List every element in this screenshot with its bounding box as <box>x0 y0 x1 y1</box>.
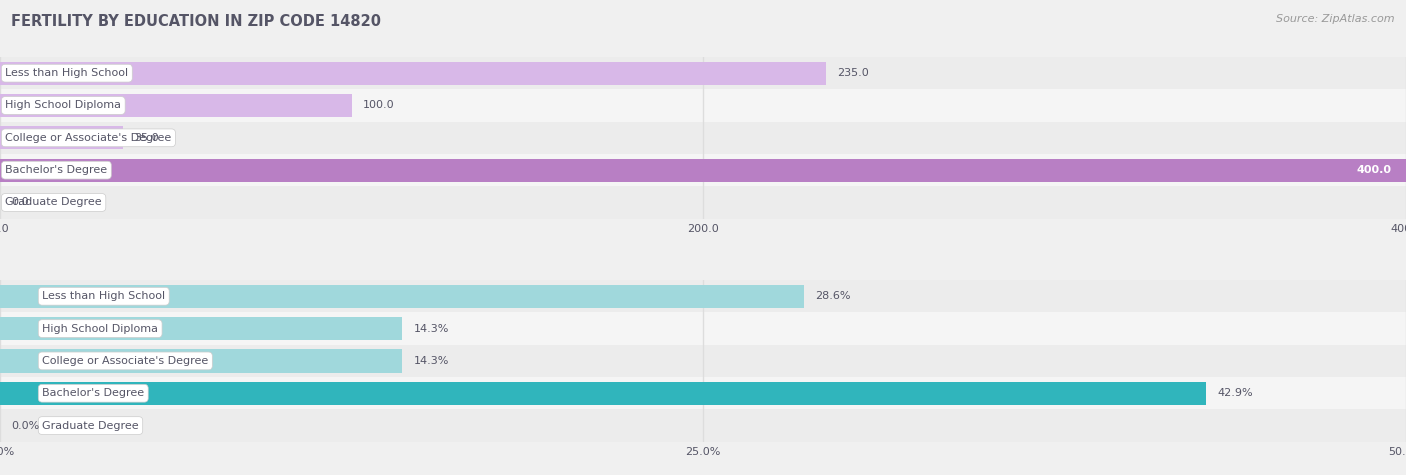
Text: 0.0: 0.0 <box>11 198 30 208</box>
Bar <box>0 349 402 372</box>
Text: High School Diploma: High School Diploma <box>6 101 121 111</box>
Text: 14.3%: 14.3% <box>413 356 449 366</box>
Text: College or Associate's Degree: College or Associate's Degree <box>42 356 208 366</box>
Bar <box>0 57 1406 89</box>
Bar <box>0 285 804 308</box>
Bar <box>0 126 124 150</box>
Bar <box>0 89 1406 122</box>
Text: 14.3%: 14.3% <box>413 323 449 333</box>
Text: 400.0: 400.0 <box>1357 165 1392 175</box>
Text: FERTILITY BY EDUCATION IN ZIP CODE 14820: FERTILITY BY EDUCATION IN ZIP CODE 14820 <box>11 14 381 29</box>
Text: 28.6%: 28.6% <box>815 291 851 301</box>
Text: 235.0: 235.0 <box>838 68 869 78</box>
Text: Source: ZipAtlas.com: Source: ZipAtlas.com <box>1277 14 1395 24</box>
Bar <box>0 381 1206 405</box>
Text: 100.0: 100.0 <box>363 101 394 111</box>
Text: Graduate Degree: Graduate Degree <box>6 198 101 208</box>
Bar <box>0 409 1406 442</box>
Bar <box>0 159 1406 182</box>
Bar <box>0 122 1406 154</box>
Text: Less than High School: Less than High School <box>6 68 128 78</box>
Text: Bachelor's Degree: Bachelor's Degree <box>42 388 145 398</box>
Text: College or Associate's Degree: College or Associate's Degree <box>6 133 172 143</box>
Bar <box>0 62 827 85</box>
Bar <box>0 377 1406 409</box>
Bar <box>0 345 1406 377</box>
Text: 35.0: 35.0 <box>135 133 159 143</box>
Text: 42.9%: 42.9% <box>1218 388 1253 398</box>
Bar <box>0 94 352 117</box>
Text: Bachelor's Degree: Bachelor's Degree <box>6 165 107 175</box>
Bar <box>0 317 402 340</box>
Text: 0.0%: 0.0% <box>11 420 39 430</box>
Text: Less than High School: Less than High School <box>42 291 166 301</box>
Bar <box>0 280 1406 313</box>
Text: High School Diploma: High School Diploma <box>42 323 159 333</box>
Bar <box>0 154 1406 186</box>
Bar <box>0 186 1406 219</box>
Text: Graduate Degree: Graduate Degree <box>42 420 139 430</box>
Bar <box>0 313 1406 345</box>
